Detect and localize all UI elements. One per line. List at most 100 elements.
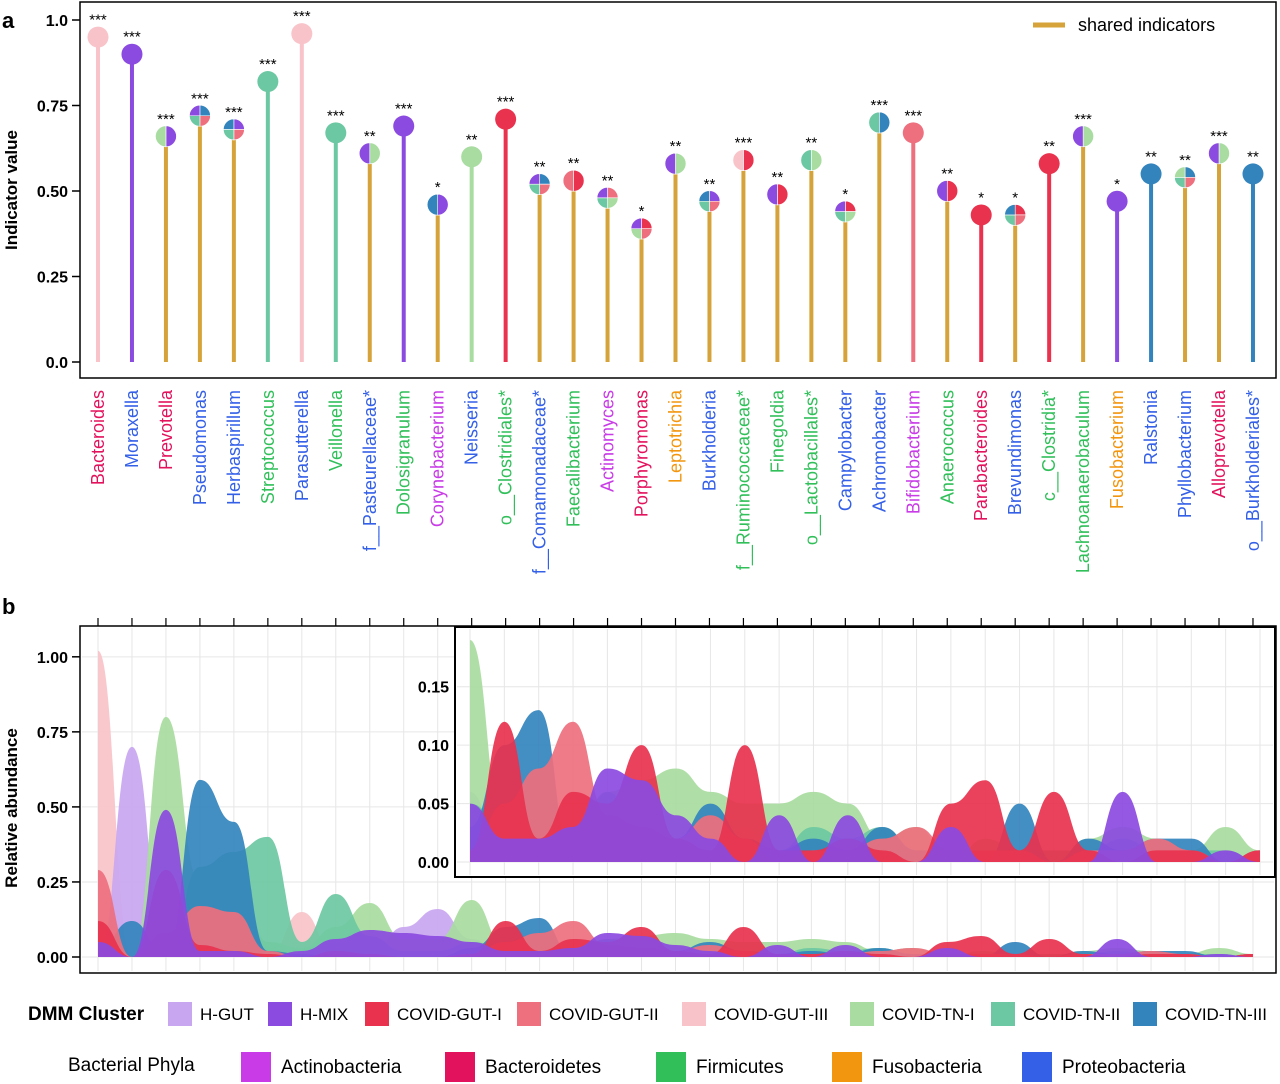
significance-label: **	[466, 131, 478, 148]
taxon-label: f__Comamonadaceae*	[530, 390, 551, 574]
panel-a-y-axis-label: Indicator value	[2, 130, 21, 250]
taxon-label: Dolosigranulum	[394, 390, 414, 515]
significance-label: ***	[871, 97, 889, 114]
indicator-lollipop-chart: 0.0 0.25 0.50 0.75 1.0 Indicator value share…	[2, 1, 1277, 574]
taxon-label: Parabacteroides	[971, 390, 991, 521]
lollipop-head-slice	[233, 129, 245, 141]
lollipop-head-slice	[777, 183, 789, 206]
significance-label: **	[602, 172, 614, 189]
inset-y-tick-label: 0.15	[418, 680, 449, 697]
phyla-legend-label: Fusobacteria	[872, 1057, 982, 1078]
taxon-label: o__Clostridiales*	[496, 390, 517, 525]
significance-label: *	[1114, 176, 1120, 193]
lollipop-head-slice	[1208, 142, 1220, 165]
significance-label: **	[364, 128, 376, 145]
phyla-legend-swatch	[832, 1052, 862, 1082]
taxon-label: Finegoldia	[767, 389, 787, 473]
lollipop-head-slice	[437, 193, 449, 216]
lollipop-head	[393, 115, 415, 137]
lollipop-head-slice	[165, 125, 177, 148]
taxon-label: f__Ruminococcaceae*	[733, 390, 754, 570]
panel-b-letter: b	[2, 594, 15, 619]
lollipop-head-slice	[1004, 204, 1016, 216]
lollipop-head	[121, 43, 143, 65]
inset-y-axis: 0.00 0.05 0.10 0.15	[418, 680, 449, 872]
dmm-legend-swatch	[268, 1002, 292, 1026]
lollipop-head-slice	[811, 149, 823, 172]
taxon-label: f__Pasteurellaceae*	[360, 390, 381, 551]
significance-label: ***	[157, 111, 175, 128]
lollipop-head	[1140, 163, 1162, 185]
significance-label: **	[806, 135, 818, 152]
taxon-label: Burkholderia	[699, 389, 719, 491]
phyla-legend-swatch	[656, 1052, 686, 1082]
dmm-legend-label: H-MIX	[300, 1005, 348, 1024]
y-tick-label: 1.00	[37, 650, 68, 667]
significance-label: *	[978, 189, 984, 206]
inset-area-series	[470, 640, 1260, 862]
lollipop-head-slice	[868, 111, 880, 134]
taxon-label: Ralstonia	[1141, 389, 1161, 465]
significance-label: ***	[735, 135, 753, 152]
lollipop-head-slice	[562, 169, 574, 192]
dmm-cluster-legend: DMM Cluster H-GUT H-MIX COVID-GUT-I COVID-G…	[28, 1002, 1267, 1026]
lollipop-head	[1038, 153, 1060, 175]
lollipop-head-slice	[596, 197, 608, 209]
taxon-label: Phyllobacterium	[1175, 390, 1195, 518]
lollipop-head-slice	[675, 152, 687, 175]
significance-label: **	[941, 166, 953, 183]
lollipop-head-slice	[189, 104, 201, 117]
dmm-legend-swatch	[168, 1002, 192, 1026]
panel-b-area-series	[98, 650, 1253, 957]
lollipop-head-slice	[189, 115, 201, 127]
lollipop-head	[1106, 190, 1128, 212]
y-tick-label: 0.75	[37, 99, 68, 116]
taxon-label: Bacteroides	[88, 390, 108, 485]
taxon-label: o__Burkholderiales*	[1243, 390, 1264, 551]
significance-label: **	[1145, 148, 1157, 165]
taxon-label: Alloprevotella	[1209, 389, 1229, 498]
significance-label: ***	[327, 107, 345, 124]
lollipop-head	[257, 71, 279, 93]
area-series	[98, 869, 1253, 957]
significance-label: **	[772, 169, 784, 186]
phyla-legend-label: Actinobacteria	[281, 1057, 402, 1078]
y-tick-label: 1.0	[46, 13, 68, 30]
taxon-label: Faecalibacterium	[564, 390, 584, 527]
panel-b-y-axis-label: Relative abundance	[2, 728, 21, 888]
lollipop-head	[325, 122, 347, 144]
lollipop-heads	[87, 23, 1264, 240]
lollipop-head-slice	[845, 211, 857, 223]
inset-area-series	[470, 768, 1260, 862]
y-tick-label: 0.50	[37, 184, 68, 201]
lollipop-head-slice	[766, 183, 778, 206]
significance-label: **	[704, 176, 716, 193]
y-tick-label: 0.0	[46, 355, 68, 372]
dmm-legend-label: COVID-TN-I	[882, 1005, 975, 1024]
lollipop-head-slice	[539, 183, 551, 195]
significance-label: *	[639, 203, 645, 220]
lollipop-head-slice	[743, 149, 755, 172]
relative-abundance-area-chart: 0.000.250.500.751.00 Relative abundance …	[2, 618, 1277, 974]
lollipop-head	[495, 108, 517, 130]
phyla-legend-swatch	[1022, 1052, 1052, 1082]
shared-legend-label: shared indicators	[1078, 15, 1215, 35]
lollipop-head-slice	[1004, 214, 1016, 226]
taxon-label: Herbaspirillum	[224, 390, 244, 505]
inset-y-tick-label: 0.10	[418, 738, 449, 755]
dmm-legend-swatch	[517, 1002, 541, 1026]
dmm-legend-label: COVID-GUT-II	[549, 1005, 659, 1024]
taxon-label: Brevundimonas	[1005, 390, 1025, 515]
dmm-legend-swatch	[850, 1002, 874, 1026]
lollipop-head-slice	[155, 125, 167, 148]
lollipop-head-slice	[834, 211, 846, 223]
lollipop-head-slice	[800, 149, 812, 172]
significance-label: ***	[905, 107, 923, 124]
significance-label: ***	[225, 104, 243, 121]
dmm-legend-swatch	[991, 1002, 1015, 1026]
lollipop-head	[87, 26, 109, 48]
lollipop-head-slice	[698, 190, 710, 202]
significance-label: ***	[123, 29, 141, 46]
significance-label: *	[435, 179, 441, 196]
lollipop-head-slice	[528, 173, 540, 185]
